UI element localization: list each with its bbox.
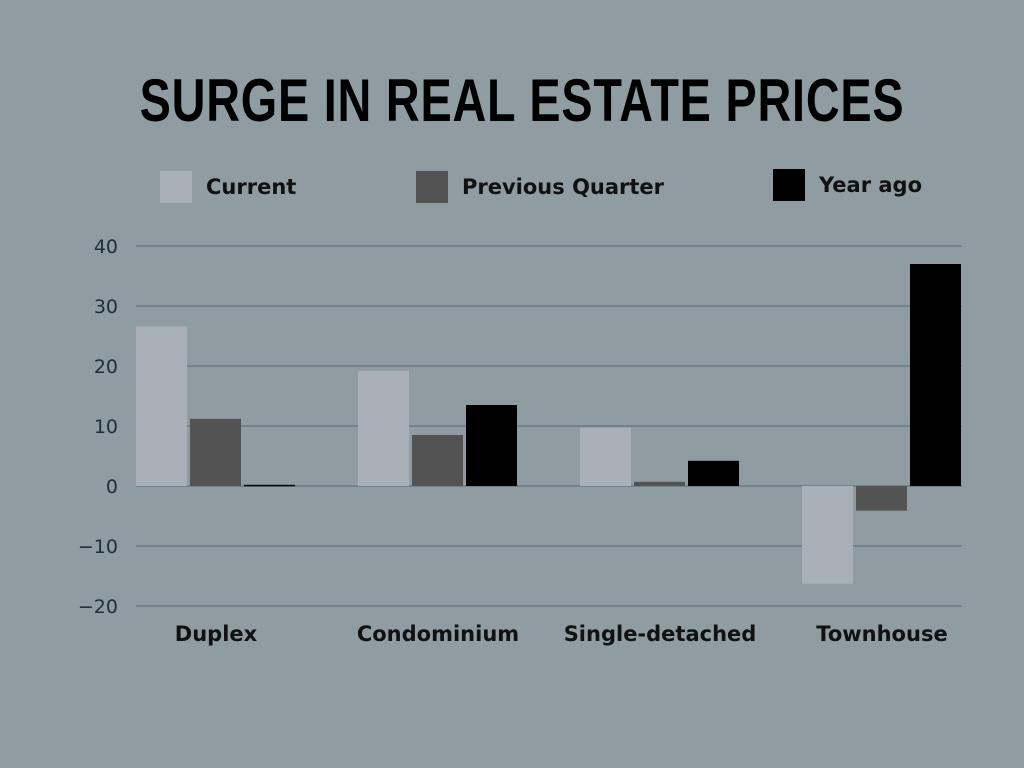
legend-label-previous-quarter: Previous Quarter bbox=[462, 175, 665, 199]
y-tick-label: 30 bbox=[94, 296, 118, 318]
bar-year-ago bbox=[244, 484, 295, 487]
x-tick-label: Townhouse bbox=[816, 622, 947, 646]
x-tick-label: Duplex bbox=[175, 622, 258, 646]
legend-swatch-previous-quarter bbox=[416, 171, 448, 203]
y-tick-label: −20 bbox=[78, 596, 118, 618]
x-tick-label: Single-detached bbox=[564, 622, 757, 646]
bar-current bbox=[580, 427, 631, 486]
legend-swatch-year-ago bbox=[773, 169, 805, 201]
x-tick-label: Condominium bbox=[357, 622, 519, 646]
y-tick-label: 40 bbox=[94, 236, 118, 258]
legend-label-current: Current bbox=[206, 175, 297, 199]
bar-current bbox=[358, 370, 409, 486]
bar-year-ago bbox=[466, 405, 517, 486]
bar-year-ago bbox=[910, 264, 961, 486]
chart-title: SURGE IN REAL ESTATE PRICES bbox=[139, 67, 905, 134]
y-tick-label: −10 bbox=[78, 536, 118, 558]
legend-item-current: Current bbox=[160, 171, 296, 203]
legend-item-year-ago: Year ago bbox=[773, 169, 922, 201]
legend-swatch-current bbox=[160, 171, 192, 203]
legend-item-previous-quarter: Previous Quarter bbox=[416, 171, 664, 203]
y-tick-label: 0 bbox=[106, 476, 118, 498]
bar-previous-quarter bbox=[634, 481, 685, 486]
bar-previous-quarter bbox=[412, 435, 463, 486]
bar-previous-quarter bbox=[856, 486, 907, 511]
y-tick-label: 20 bbox=[94, 356, 118, 378]
y-tick-label: 10 bbox=[94, 416, 118, 438]
bar-current bbox=[136, 326, 187, 486]
legend-label-year-ago: Year ago bbox=[819, 173, 922, 197]
bar-year-ago bbox=[688, 460, 739, 486]
bar-current bbox=[802, 486, 853, 584]
bar-previous-quarter bbox=[190, 418, 241, 486]
